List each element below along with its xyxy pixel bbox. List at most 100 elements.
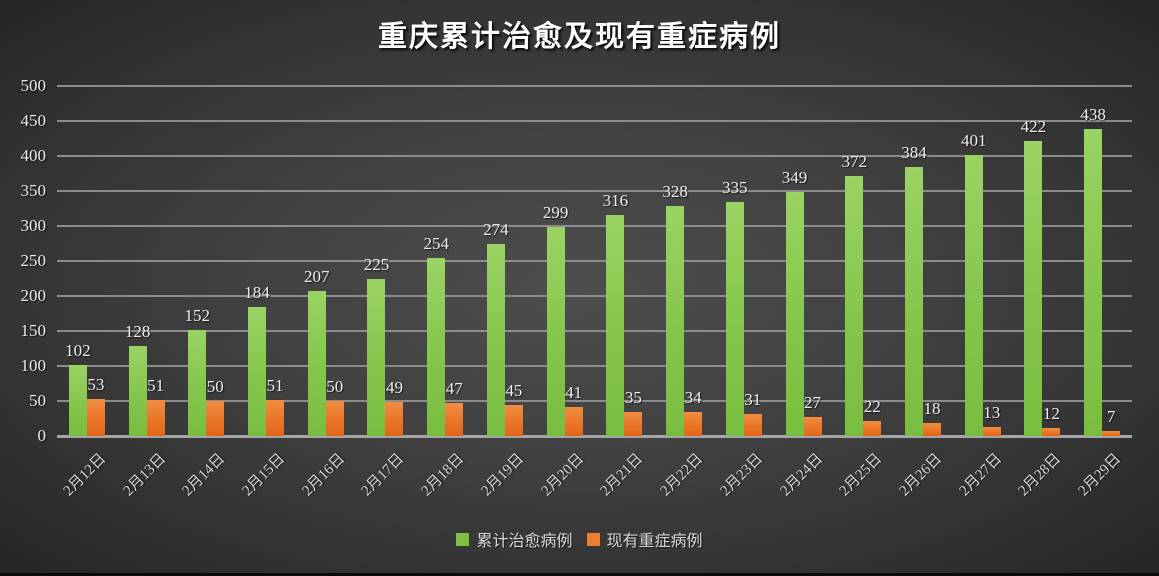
bar-cured bbox=[725, 201, 744, 436]
data-label-cured: 274 bbox=[483, 220, 509, 240]
x-axis-label: 2月25日 bbox=[836, 450, 886, 500]
y-axis-label: 0 bbox=[37, 426, 47, 445]
data-label-cured: 328 bbox=[662, 182, 688, 202]
legend-label-severe: 现有重症病例 bbox=[606, 533, 703, 550]
bar-cured bbox=[188, 329, 207, 436]
data-label-severe: 12 bbox=[1042, 403, 1060, 423]
data-label-cured: 184 bbox=[244, 283, 270, 303]
bar-severe bbox=[863, 420, 882, 436]
legend-item-cured: 累计治愈病例 bbox=[456, 527, 573, 551]
data-label-cured: 102 bbox=[65, 340, 91, 360]
gridline bbox=[57, 120, 1132, 122]
data-label-cured: 349 bbox=[781, 167, 808, 187]
y-axis-label: 500 bbox=[20, 76, 47, 95]
gridline bbox=[57, 295, 1132, 297]
bar-severe bbox=[624, 411, 643, 436]
bar-severe bbox=[803, 417, 822, 436]
bottom-border bbox=[0, 573, 1159, 576]
bar-severe bbox=[445, 403, 464, 436]
bar-severe bbox=[86, 398, 105, 436]
x-axis-label: 2月18日 bbox=[418, 450, 468, 500]
x-axis-label: 2月23日 bbox=[717, 450, 766, 500]
data-label-severe: 50 bbox=[326, 377, 344, 396]
data-label-cured: 128 bbox=[124, 322, 151, 342]
x-axis-label: 2月20日 bbox=[538, 450, 587, 500]
data-label-severe: 13 bbox=[983, 402, 1001, 422]
data-label-cured: 335 bbox=[722, 177, 748, 197]
y-axis-label: 100 bbox=[20, 356, 47, 375]
bar-cured bbox=[367, 278, 386, 436]
data-label-cured: 299 bbox=[542, 202, 569, 222]
x-axis-label: 2月13日 bbox=[120, 450, 169, 500]
data-label-cured: 152 bbox=[184, 305, 211, 325]
bar-cured bbox=[904, 167, 923, 436]
gridline bbox=[57, 225, 1132, 227]
x-axis-label: 2月17日 bbox=[359, 450, 408, 500]
gridline bbox=[57, 260, 1132, 262]
data-label-cured: 438 bbox=[1080, 105, 1106, 125]
y-axis-label: 300 bbox=[20, 216, 47, 235]
y-axis-label: 150 bbox=[20, 321, 47, 340]
gridline bbox=[57, 365, 1132, 367]
x-axis-label: 2月29日 bbox=[1075, 450, 1125, 500]
data-label-severe: 18 bbox=[923, 399, 941, 419]
data-label-cured: 384 bbox=[901, 143, 927, 163]
data-label-severe: 27 bbox=[804, 393, 822, 413]
x-axis-label: 2月26日 bbox=[896, 450, 946, 500]
bar-cured bbox=[248, 307, 267, 436]
data-label-severe: 7 bbox=[1106, 407, 1116, 427]
data-label-cured: 401 bbox=[960, 131, 987, 151]
x-axis-label: 2月12日 bbox=[60, 450, 110, 500]
bar-cured bbox=[1024, 140, 1043, 436]
data-label-cured: 207 bbox=[304, 267, 330, 287]
x-axis-label: 2月22日 bbox=[657, 450, 707, 500]
data-label-severe: 51 bbox=[266, 376, 284, 396]
chart-title: 重庆累计治愈及现有重症病例 bbox=[377, 21, 781, 53]
bar-severe bbox=[385, 401, 404, 436]
data-label-severe: 49 bbox=[385, 377, 403, 397]
bar-severe bbox=[146, 400, 165, 436]
x-axis-label: 2月14日 bbox=[179, 450, 229, 500]
bar-cured bbox=[666, 206, 685, 436]
bar-severe bbox=[206, 401, 225, 436]
legend-label-cured: 累计治愈病例 bbox=[476, 533, 573, 550]
data-label-severe: 47 bbox=[445, 379, 463, 399]
severe-swatch-icon bbox=[586, 532, 600, 546]
bar-severe bbox=[982, 426, 1001, 436]
data-label-severe: 31 bbox=[744, 390, 762, 410]
y-axis-label: 50 bbox=[29, 391, 46, 410]
data-label-cured: 422 bbox=[1020, 116, 1047, 136]
bar-cured bbox=[1084, 129, 1103, 436]
cured-swatch-icon bbox=[456, 532, 470, 546]
data-label-cured: 225 bbox=[363, 254, 390, 274]
y-axis-label: 400 bbox=[20, 146, 47, 165]
data-label-severe: 35 bbox=[624, 387, 642, 407]
data-label-severe: 50 bbox=[206, 377, 224, 396]
gridline bbox=[57, 400, 1132, 402]
data-label-severe: 22 bbox=[863, 396, 881, 416]
bar-cured bbox=[128, 346, 147, 436]
bar-cured bbox=[307, 291, 326, 436]
y-axis-label: 250 bbox=[20, 251, 47, 270]
data-label-severe: 51 bbox=[147, 376, 165, 396]
y-axis-label: 450 bbox=[20, 111, 47, 130]
bar-severe bbox=[1042, 427, 1061, 436]
x-axis-label: 2月27日 bbox=[956, 450, 1005, 500]
bar-cured bbox=[606, 214, 625, 436]
x-axis-label: 2月16日 bbox=[299, 450, 348, 500]
x-axis-label: 2月24日 bbox=[777, 450, 826, 500]
gridline bbox=[57, 330, 1132, 332]
legend: 累计治愈病例 现有重症病例 bbox=[0, 527, 1159, 551]
x-axis-line bbox=[57, 435, 1132, 438]
bar-cured bbox=[845, 175, 864, 436]
y-axis-label: 200 bbox=[20, 286, 47, 305]
bar-severe bbox=[684, 412, 703, 436]
data-label-severe: 34 bbox=[684, 388, 702, 408]
bar-cured bbox=[427, 258, 446, 436]
bar-severe bbox=[922, 423, 941, 436]
bar-cured bbox=[486, 244, 505, 436]
data-label-severe: 41 bbox=[565, 383, 583, 403]
bar-severe bbox=[743, 414, 762, 436]
data-label-severe: 45 bbox=[505, 380, 523, 400]
